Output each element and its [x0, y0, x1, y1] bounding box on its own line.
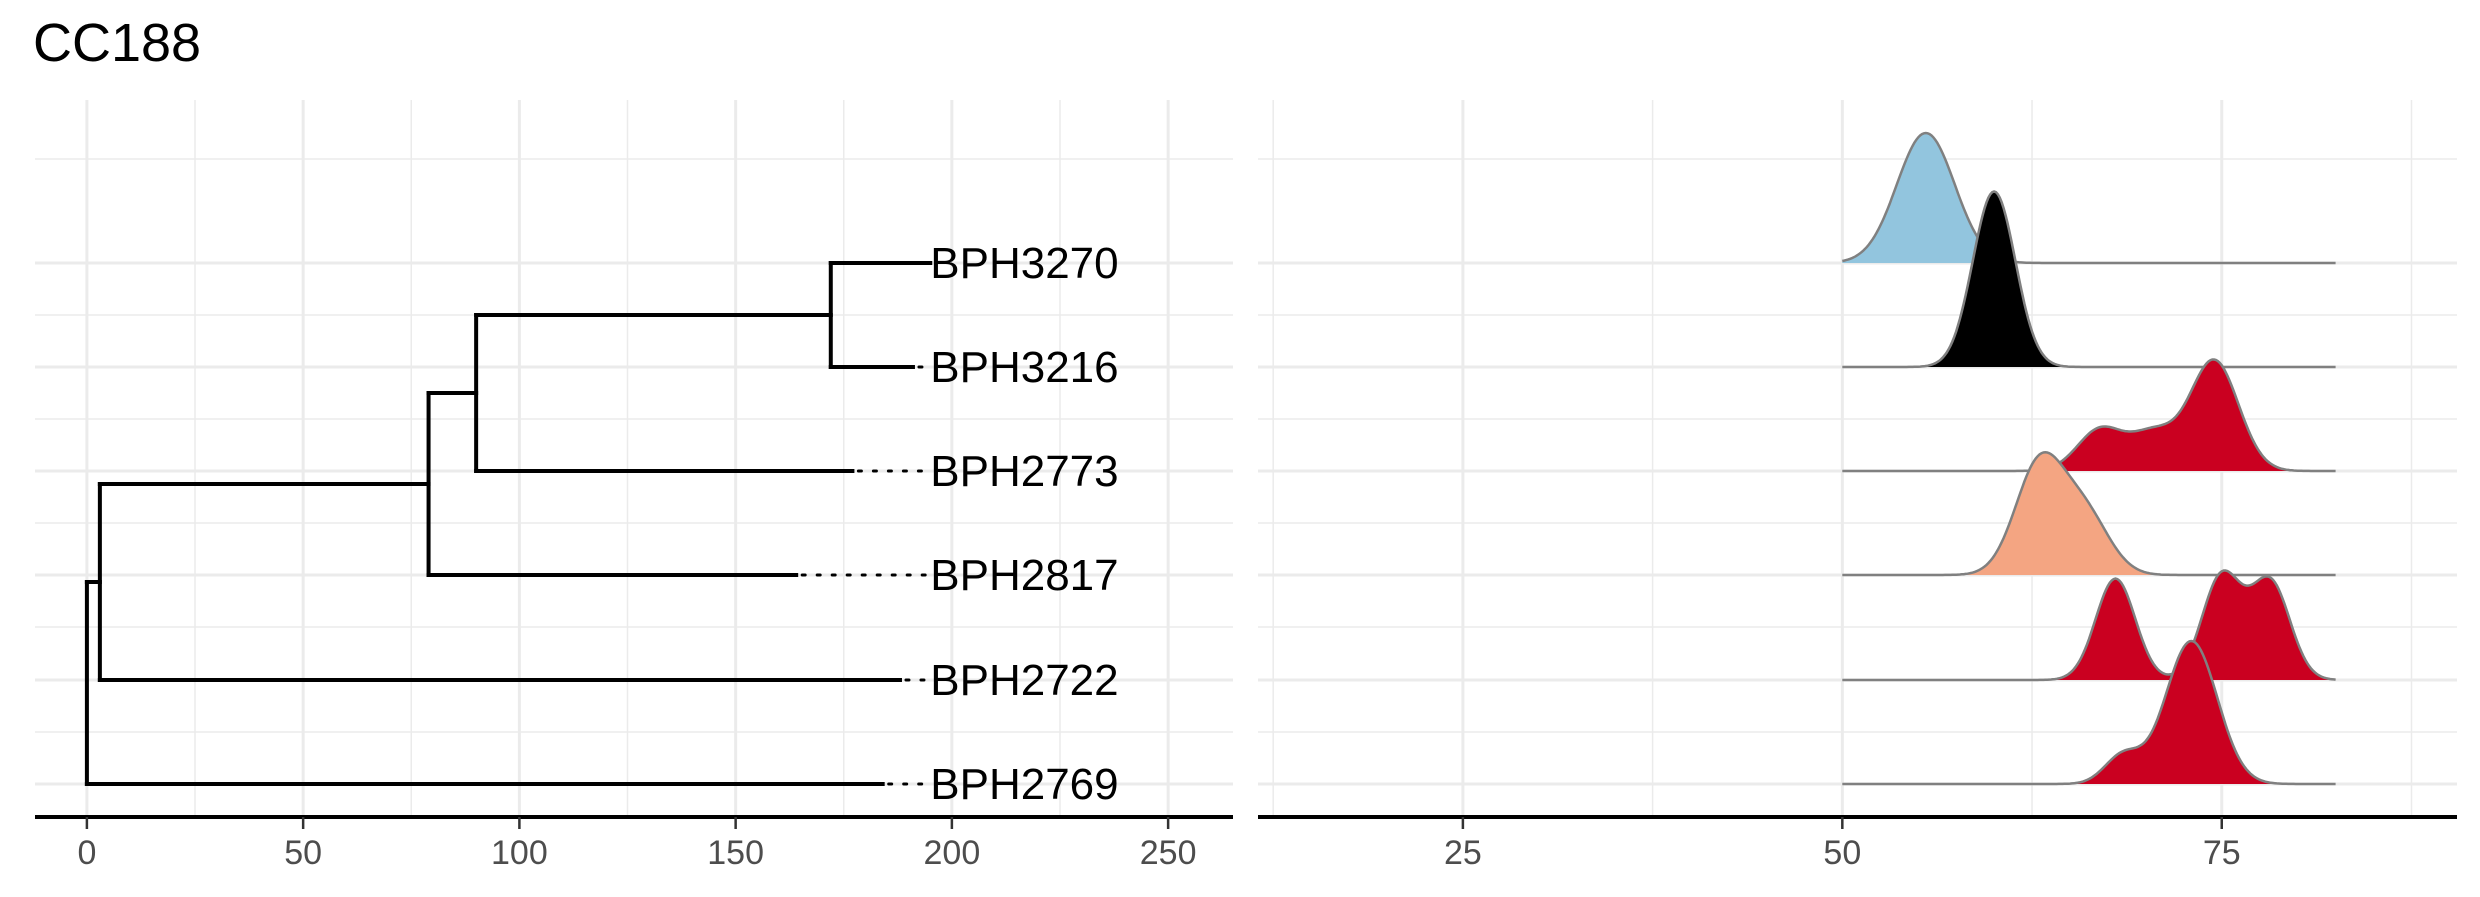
tree-tick-label: 150 [707, 834, 764, 872]
ridge-densities [1842, 131, 2336, 786]
ridge-density-outline [1842, 451, 2336, 577]
ridge-density-fill [1842, 452, 2336, 575]
ridge-panel: 25 50 75 [1258, 100, 2457, 872]
tree-tick-label: 0 [77, 834, 96, 872]
tree-x-axis: 0 50 100 150 200 250 [35, 815, 1233, 872]
ridge-tick-label: 50 [1823, 834, 1861, 872]
ridge-density-outline [1842, 131, 2336, 265]
tree-tick-label: 200 [924, 834, 981, 872]
chart-title: CC188 [33, 13, 202, 73]
tip-label: BPH3270 [930, 239, 1118, 288]
ridge-density-fill [1842, 191, 2336, 367]
tree-tick-label: 250 [1140, 834, 1197, 872]
tip-label: BPH3216 [930, 343, 1118, 392]
tree-tick-label: 100 [491, 834, 548, 872]
ridge-density-fill [1842, 641, 2336, 784]
ridge-tick-label: 75 [2203, 834, 2241, 872]
tree-panel: BPH3270 BPH3216 BPH2773 BPH2817 BPH2722 BPH27… [35, 100, 1233, 872]
tree-branches [84, 261, 933, 786]
tip-label: BPH2773 [930, 447, 1118, 496]
tree-tick-label: 50 [284, 834, 322, 872]
ridge-density-outline [1842, 569, 2336, 682]
tip-label: BPH2769 [930, 760, 1118, 809]
tree-tips: BPH3270 BPH3216 BPH2773 BPH2817 BPH2722 BPH27… [800, 239, 1119, 809]
ridge-x-axis: 25 50 75 [1258, 815, 2457, 872]
ridge-density-outline [1842, 190, 2336, 369]
ridge-density-outline [1842, 358, 2336, 473]
ridge-grid [1258, 100, 2457, 816]
tip-label: BPH2817 [930, 551, 1118, 600]
ridge-tick-label: 25 [1444, 834, 1482, 872]
ridge-density-fill [1842, 570, 2336, 680]
ridge-density-fill [1842, 133, 2336, 263]
ridge-density-fill [1842, 359, 2336, 471]
tip-label: BPH2722 [930, 656, 1118, 705]
ridge-density-outline [1842, 639, 2336, 786]
